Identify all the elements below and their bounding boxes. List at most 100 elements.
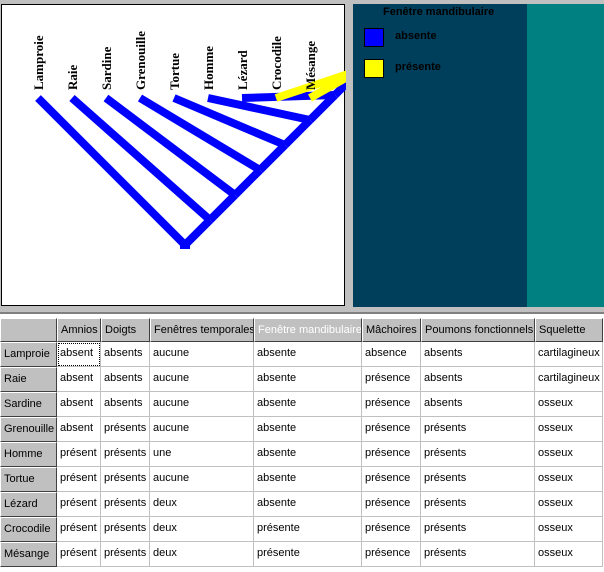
taxon-label: Crocodile xyxy=(269,36,284,90)
column-header[interactable]: Mâchoires xyxy=(362,318,421,342)
row-header[interactable]: Grenouille xyxy=(0,417,57,442)
table-cell[interactable]: deux xyxy=(150,517,254,542)
table-cell[interactable]: aucune xyxy=(150,367,254,392)
row-header[interactable]: Tortue xyxy=(0,467,57,492)
column-header[interactable]: Amnios xyxy=(57,318,101,342)
table-cell[interactable]: présents xyxy=(101,417,150,442)
table-cell[interactable]: aucune xyxy=(150,467,254,492)
column-header[interactable]: Fenêtres temporales xyxy=(150,318,254,342)
table-cell[interactable]: deux xyxy=(150,492,254,517)
taxon-label: Lézard xyxy=(235,50,250,90)
taxon-label: Sardine xyxy=(99,46,114,90)
row-header[interactable]: Sardine xyxy=(0,392,57,417)
table-cell[interactable]: une xyxy=(150,442,254,467)
table-cell[interactable]: présence xyxy=(362,467,421,492)
row-header[interactable]: Mésange xyxy=(0,542,57,567)
table-cell[interactable]: présente xyxy=(254,542,362,567)
table-cell[interactable]: absent xyxy=(57,342,101,367)
table-cell[interactable]: présence xyxy=(362,367,421,392)
table-cell[interactable]: présence xyxy=(362,492,421,517)
legend-label-absente: absente xyxy=(395,30,437,42)
table-corner[interactable] xyxy=(0,318,57,342)
legend-swatch-absente xyxy=(364,28,384,47)
taxon-label: Mésange xyxy=(303,41,318,90)
table-cell[interactable]: présents xyxy=(421,442,535,467)
table-cell[interactable]: absents xyxy=(101,392,150,417)
table-cell[interactable]: présent xyxy=(57,442,101,467)
table-cell[interactable]: cartilagineux xyxy=(535,342,603,367)
table-cell[interactable]: absent xyxy=(57,367,101,392)
table-cell[interactable]: absente xyxy=(254,392,362,417)
table-cell[interactable]: absente xyxy=(254,417,362,442)
table-cell[interactable]: osseux xyxy=(535,442,603,467)
column-header[interactable]: Doigts xyxy=(101,318,150,342)
branch-2 xyxy=(69,95,213,223)
cladogram-panel: Lamproie Raie Sardine Grenouille Tortue Homme… xyxy=(1,4,346,306)
table-cell[interactable]: présents xyxy=(421,417,535,442)
table-cell[interactable]: présence xyxy=(362,392,421,417)
table-cell[interactable]: présent xyxy=(57,542,101,567)
table-cell[interactable]: absents xyxy=(101,342,150,367)
spine-segment-6 xyxy=(307,92,338,123)
legend-label-presente: présente xyxy=(395,61,441,73)
table-cell[interactable]: absents xyxy=(421,367,535,392)
table-cell[interactable]: présence xyxy=(362,542,421,567)
spine-segment-2 xyxy=(207,192,238,223)
table-cell[interactable]: osseux xyxy=(535,417,603,442)
table-cell[interactable]: absents xyxy=(421,342,535,367)
table-cell[interactable]: présence xyxy=(362,517,421,542)
table-cell[interactable]: présente xyxy=(254,517,362,542)
table-cell[interactable]: présent xyxy=(57,492,101,517)
table-cell[interactable]: absente xyxy=(254,342,362,367)
table-cell[interactable]: aucune xyxy=(150,392,254,417)
table-cell[interactable]: présents xyxy=(101,467,150,492)
table-cell[interactable]: présents xyxy=(421,517,535,542)
table-cell[interactable]: présents xyxy=(101,542,150,567)
table-cell[interactable]: absent xyxy=(57,392,101,417)
spine-segment-1 xyxy=(182,217,213,248)
row-header[interactable]: Crocodile xyxy=(0,517,57,542)
table-cell[interactable]: présents xyxy=(421,492,535,517)
row-header[interactable]: Lamproie xyxy=(0,342,57,367)
table-cell[interactable]: cartilagineux xyxy=(535,367,603,392)
taxon-label: Lamproie xyxy=(31,35,46,90)
table-cell[interactable]: présent xyxy=(57,467,101,492)
column-header[interactable]: Fenêtre mandibulaire xyxy=(254,318,362,342)
row-header[interactable]: Homme xyxy=(0,442,57,467)
table-cell[interactable]: aucune xyxy=(150,417,254,442)
table-cell[interactable]: présents xyxy=(421,542,535,567)
row-header[interactable]: Raie xyxy=(0,367,57,392)
table-cell[interactable]: osseux xyxy=(535,392,603,417)
row-header[interactable]: Lézard xyxy=(0,492,57,517)
table-cell[interactable]: aucune xyxy=(150,342,254,367)
branch-5 xyxy=(172,94,287,149)
cladogram: Lamproie Raie Sardine Grenouille Tortue Homme… xyxy=(31,31,346,249)
table-cell[interactable]: présents xyxy=(101,517,150,542)
table-cell[interactable]: absente xyxy=(254,492,362,517)
table-cell[interactable]: absente xyxy=(254,442,362,467)
table-cell[interactable]: deux xyxy=(150,542,254,567)
branch-1 xyxy=(35,95,188,248)
table-cell[interactable]: osseux xyxy=(535,542,603,567)
legend-panel: Fenêtre mandibulaire absente présente xyxy=(353,4,604,307)
table-cell[interactable]: absents xyxy=(101,367,150,392)
taxon-label: Tortue xyxy=(167,53,182,90)
table-cell[interactable]: absente xyxy=(254,367,362,392)
table-cell[interactable]: présent xyxy=(57,517,101,542)
table-cell[interactable]: absence xyxy=(362,342,421,367)
table-cell[interactable]: osseux xyxy=(535,517,603,542)
table-cell[interactable]: osseux xyxy=(535,492,603,517)
table-cell[interactable]: osseux xyxy=(535,467,603,492)
table-cell[interactable]: présence xyxy=(362,417,421,442)
column-header[interactable]: Squelette xyxy=(535,318,603,342)
table-cell[interactable]: absents xyxy=(421,392,535,417)
table-cell[interactable]: présents xyxy=(421,467,535,492)
table-cell[interactable]: présents xyxy=(101,442,150,467)
character-table[interactable]: Amnios Doigts Fenêtres temporales Fenêtre m… xyxy=(0,312,604,572)
table-cell[interactable]: absent xyxy=(57,417,101,442)
taxon-label: Homme xyxy=(201,46,216,90)
table-cell[interactable]: présents xyxy=(101,492,150,517)
table-cell[interactable]: absente xyxy=(254,467,362,492)
table-cell[interactable]: présence xyxy=(362,442,421,467)
column-header[interactable]: Poumons fonctionnels xyxy=(421,318,535,342)
